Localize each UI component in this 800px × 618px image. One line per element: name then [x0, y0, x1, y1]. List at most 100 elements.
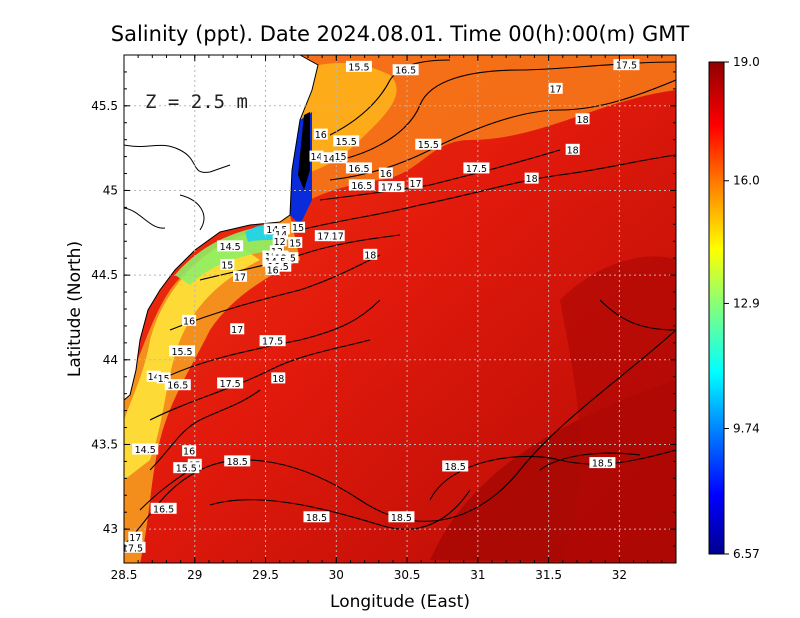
contour-label-box: [330, 230, 345, 242]
contour-label: 15.5: [171, 347, 192, 358]
contour-label: 15: [221, 260, 233, 271]
contour-label: 16: [183, 447, 195, 458]
contour-label-box: [333, 150, 348, 162]
contour-label: 18.5: [445, 462, 466, 473]
contour-label-box: [613, 59, 640, 71]
contour-label: 17: [332, 232, 344, 243]
contour-label: 17.5: [317, 232, 338, 243]
colorbar-tick-label: 9.74: [733, 422, 760, 436]
y-tick-label: 43: [103, 522, 118, 536]
contour-label-box: [442, 460, 469, 472]
contour-label-box: [378, 167, 393, 179]
contour-label: 14: [148, 372, 160, 383]
contour-label: 16.5: [395, 66, 416, 77]
contour-label: 15.5: [176, 464, 197, 475]
contour-label-box: [333, 135, 360, 147]
y-axis-label: Latitude (North): [65, 241, 85, 377]
contour-label-box: [169, 345, 196, 357]
contour-label: 18.5: [227, 457, 248, 468]
contour-label: 16.5: [153, 504, 174, 515]
contour-label-box: [345, 162, 372, 174]
y-tick-label: 45: [103, 183, 118, 197]
contour-label-box: [217, 377, 244, 389]
contour-label-box: [388, 511, 415, 523]
contour-label-box: [271, 372, 286, 384]
contour-label-box: [217, 240, 244, 252]
plume-north-yellow: [300, 63, 397, 175]
contour-label-box: [320, 152, 347, 164]
contour-label-box: [415, 138, 442, 150]
contour-label-box: [233, 270, 248, 282]
contour-label-box: [128, 531, 143, 543]
contour-label-box: [291, 221, 306, 233]
contour-label-box: [259, 335, 286, 347]
contour-label: 16.5: [351, 181, 372, 192]
contour-label: 14.5: [220, 242, 241, 253]
contour-label: 18: [364, 250, 376, 261]
contour-label-box: [220, 258, 235, 270]
contour-label: 14: [310, 152, 322, 163]
contour-label-box: [303, 511, 330, 523]
contour-label: 18.5: [306, 513, 327, 524]
contour-label-box: [565, 143, 580, 155]
contour-label-box: [575, 113, 590, 125]
y-tick-label: 44.5: [91, 268, 118, 282]
y-axis: 43 43.5 44 44.5 45 45.5: [91, 71, 676, 547]
contour-label-box: [230, 323, 245, 335]
contour-label-box: [548, 82, 563, 94]
contour-label: 18: [567, 145, 579, 156]
land-mask: [124, 55, 319, 401]
contour-label: 17.5: [262, 337, 283, 348]
contour-label: 15: [335, 152, 347, 163]
contour-label: 16: [183, 316, 195, 327]
contour-label-box: [524, 172, 539, 184]
contour-label: 18.5: [391, 513, 412, 524]
colorbar-tick-label: 12.9: [733, 296, 760, 310]
contour-label-box: [288, 236, 303, 248]
depth-label: Z = 2.5 m: [145, 91, 248, 113]
colorbar-tick-label: 16.0: [733, 174, 760, 188]
contour-label-box: [173, 462, 200, 474]
chart-title: Salinity (ppt). Date 2024.08.01. Time 00…: [111, 22, 690, 46]
contour-label-box: [124, 541, 146, 553]
x-tick-label: 30: [329, 568, 344, 582]
contour-label: 15.5: [348, 62, 369, 73]
contour-label-box: [378, 181, 405, 193]
contour-label: 17.5: [220, 379, 241, 390]
contour-label-box: [314, 230, 341, 242]
colorbar-tick-label: 19.0: [733, 55, 760, 69]
contour-label-box: [274, 228, 289, 240]
contour-label: 18: [272, 374, 284, 385]
contour-label-box: [132, 443, 159, 455]
contour-label: 17.5: [122, 543, 143, 554]
contour-label-box: [408, 177, 423, 189]
x-tick-label: 31.5: [535, 568, 562, 582]
contour-label: 16.5: [167, 381, 188, 392]
contour-label-box: [182, 314, 197, 326]
contour-label: 17: [550, 84, 562, 95]
contour-label-box: [182, 445, 197, 457]
x-tick-label: 32: [612, 568, 627, 582]
contour-label: 15: [289, 238, 301, 249]
contour-label: 17.5: [616, 61, 637, 72]
colorbar-ticks: 19.0 16.0 12.9 9.74 6.57: [724, 55, 760, 561]
contour-label: 12: [274, 237, 286, 248]
contour-label: 18.5: [592, 459, 613, 470]
contour-label-box: [589, 457, 616, 469]
high-salinity-region-east: [560, 256, 676, 563]
contour-label: 17.5: [381, 183, 402, 194]
contour-label-box: [463, 162, 490, 174]
danube-mouth-core: [298, 112, 310, 190]
x-axis-label: Longitude (East): [330, 592, 470, 612]
contour-label-box: [313, 128, 328, 140]
coastline-lakes: [124, 144, 231, 231]
contour-label-box: [146, 370, 161, 382]
contour-label-box: [392, 64, 419, 76]
contour-label: 15.5: [336, 137, 357, 148]
colorbar: [708, 61, 725, 555]
contour-label-box: [309, 150, 324, 162]
x-tick-label: 28.5: [111, 568, 138, 582]
